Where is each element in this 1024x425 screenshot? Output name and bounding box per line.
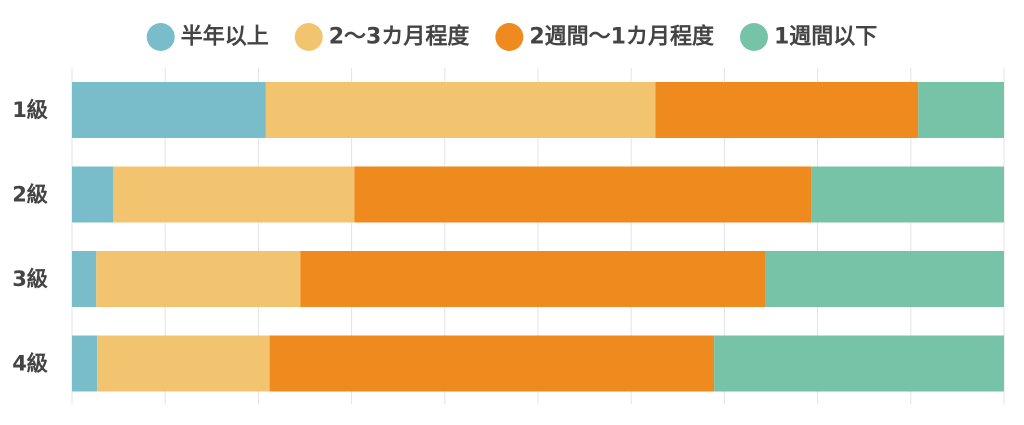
bar-segment xyxy=(113,166,355,223)
legend-label: 1週間以下 xyxy=(774,25,877,50)
bar-segment xyxy=(655,82,919,138)
legend-label: 2〜3カ月程度 xyxy=(329,24,471,50)
bar-row xyxy=(72,251,1004,307)
legend-marker xyxy=(739,23,768,51)
bar-segment xyxy=(714,335,1004,392)
bar-segment xyxy=(265,82,656,138)
legend-marker xyxy=(495,23,524,51)
bar-segment xyxy=(96,251,301,307)
bar-segment xyxy=(72,82,266,138)
bar-segment xyxy=(765,251,1004,307)
bar-segment xyxy=(811,166,1004,223)
category-label: 2級 xyxy=(12,183,48,207)
category-labels: 1級 2級 3級 4級 xyxy=(12,98,48,376)
bar-segment xyxy=(72,335,98,392)
legend-marker xyxy=(294,23,323,51)
legend-item: 2週間〜1カ月程度 xyxy=(495,23,715,51)
bar-segments xyxy=(72,82,1004,392)
legend-marker xyxy=(146,23,175,51)
category-label: 4級 xyxy=(12,352,48,376)
legend-label: 2週間〜1カ月程度 xyxy=(529,24,715,50)
legend-item: 2〜3カ月程度 xyxy=(294,23,471,51)
bar-segment xyxy=(354,166,812,223)
bar-segment xyxy=(72,251,97,307)
legend-label: 半年以上 xyxy=(181,24,269,50)
bar-segment xyxy=(97,335,270,392)
category-label: 1級 xyxy=(12,98,48,122)
legend-item: 1週間以下 xyxy=(739,23,877,51)
bar-segment xyxy=(918,82,1004,138)
bar-row xyxy=(72,166,1004,223)
category-label: 3級 xyxy=(12,267,48,291)
bar-segment xyxy=(72,166,114,223)
bar-row xyxy=(72,335,1004,392)
bar-segment xyxy=(269,335,715,392)
bar-row xyxy=(72,82,1004,138)
bar-segment xyxy=(300,251,766,307)
legend: 半年以上 2〜3カ月程度 2週間〜1カ月程度 1週間以下 xyxy=(146,23,877,51)
legend-item: 半年以上 xyxy=(146,23,269,51)
